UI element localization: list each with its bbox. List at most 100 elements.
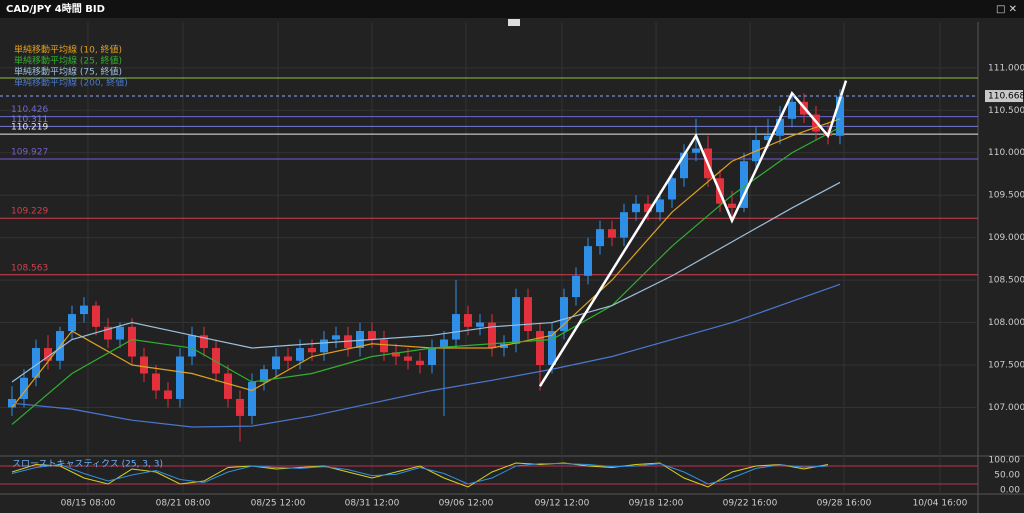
candle-body [596,229,604,247]
candle-body [104,326,112,340]
candle-body [560,297,568,332]
candle-body [668,178,676,200]
stoch-title: スローストキャスティクス (25, 3, 3) [12,459,163,470]
candle-body [464,314,472,327]
y-tick-label: 110.500 [988,106,1024,116]
x-tick-label: 08/25 12:00 [251,499,306,509]
x-tick-label: 08/31 12:00 [345,499,400,509]
candle-body [320,339,328,353]
candle-body [416,360,424,366]
candle-body [308,348,316,353]
candle-body [476,322,484,327]
candle-body [224,373,232,399]
candle-body [680,152,688,179]
candle-body [32,348,40,378]
candle-body [620,212,628,238]
candle-body [572,275,580,298]
y-tick-label: 110.000 [988,148,1024,158]
level-label: 110.426 [11,105,48,115]
y-tick-label: 107.000 [988,403,1024,413]
level-label: 110.219 [11,123,48,133]
x-tick-label: 10/04 16:00 [913,499,968,509]
legend-entry: 単純移動平均線 (25, 終値) [14,55,122,67]
candle-body [440,339,448,349]
x-tick-label: 09/28 16:00 [817,499,872,509]
candle-body [188,335,196,357]
candle-body [116,326,124,340]
candle-body [272,356,280,370]
candle-body [740,161,748,208]
candle-body [68,314,76,332]
ma-line [11,181,841,383]
candle-body [176,356,184,399]
candle-body [428,348,436,366]
candle-body [80,305,88,315]
last-price-box [985,90,1023,103]
stoch-line [11,462,829,488]
candle-body [728,203,736,208]
ma-line [11,126,841,425]
candle-body [8,398,16,408]
candle-body [776,118,784,136]
candle-body [836,96,844,136]
candle-body [248,381,256,416]
candle-body [452,314,460,340]
candle-body [380,339,388,353]
candle-body [260,369,268,382]
candle-body [788,101,796,119]
chart-title: CAD/JPY 4時間 BID [6,2,105,15]
candle-body [200,335,208,349]
candle-body [284,356,292,361]
candle-body [656,199,664,213]
last-price-label: 110.668 [988,92,1024,102]
candle-body [524,297,532,332]
candle-body [548,331,556,366]
y-tick-label: 109.000 [988,233,1024,243]
stoch-tick-label: 100.00 [989,456,1021,466]
x-tick-label: 09/06 12:00 [439,499,494,509]
stoch-tick-label: 50.00 [994,471,1020,481]
candle-body [140,356,148,374]
y-tick-label: 108.500 [988,276,1024,286]
x-tick-label: 09/12 12:00 [535,499,590,509]
candle-body [764,135,772,141]
window-button[interactable]: □ ✕ [996,4,1017,15]
x-tick-label: 08/21 08:00 [156,499,211,509]
candle-body [584,246,592,276]
candle-body [332,335,340,340]
candle-body [92,305,100,327]
collapse-button[interactable] [508,19,520,26]
legend-entry: 単純移動平均線 (200, 終値) [14,77,128,89]
level-label: 108.563 [11,263,48,273]
legend-entry: 単純移動平均線 (75, 終値) [14,66,122,78]
x-tick-label: 09/18 12:00 [629,499,684,509]
candle-body [44,348,52,361]
stoch-tick-label: 0.00 [1000,486,1020,496]
y-tick-label: 111.000 [988,63,1024,73]
ma-line [11,283,841,428]
stoch-line [11,463,829,485]
candle-body [608,229,616,238]
candle-body [296,348,304,361]
candle-body [368,331,376,340]
candle-body [356,331,364,349]
level-label: 110.311 [11,115,48,125]
candle-body [692,148,700,153]
trend-drawing [538,80,848,387]
y-tick-label: 108.000 [988,318,1024,328]
legend-entry: 単純移動平均線 (10, 終値) [14,44,122,56]
candle-body [152,373,160,391]
candle-body [536,331,544,366]
x-tick-label: 09/22 16:00 [723,499,778,509]
candle-body [236,398,244,416]
candle-body [128,326,136,357]
y-tick-label: 109.500 [988,191,1024,201]
title-bar [0,0,1024,18]
candle-body [404,356,412,361]
candle-body [488,322,496,349]
candle-body [212,348,220,374]
y-tick-label: 107.500 [988,361,1024,371]
x-tick-label: 08/15 08:00 [61,499,116,509]
